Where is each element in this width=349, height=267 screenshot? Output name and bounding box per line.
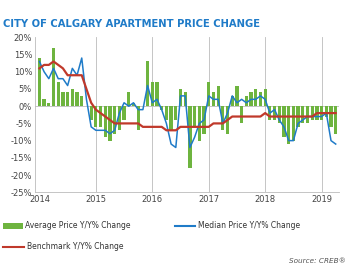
Bar: [160, 106, 163, 110]
Bar: [235, 85, 239, 106]
Bar: [221, 106, 224, 130]
Text: Median Price Y/Y% Change: Median Price Y/Y% Change: [198, 221, 300, 230]
Bar: [278, 106, 281, 123]
Bar: [231, 96, 234, 106]
Text: Benchmark Y/Y% Change: Benchmark Y/Y% Change: [27, 242, 124, 252]
Bar: [47, 103, 51, 106]
Bar: [320, 106, 323, 120]
Bar: [259, 92, 262, 106]
Bar: [146, 61, 149, 106]
Bar: [268, 106, 272, 120]
Bar: [273, 106, 276, 120]
Bar: [287, 106, 290, 144]
Bar: [61, 92, 65, 106]
Bar: [43, 99, 46, 106]
Bar: [90, 106, 93, 120]
Bar: [170, 106, 173, 130]
Bar: [52, 48, 55, 106]
Text: Source: CREB®: Source: CREB®: [289, 258, 346, 264]
Bar: [334, 106, 337, 134]
Bar: [174, 106, 177, 120]
Bar: [226, 106, 229, 134]
Bar: [188, 106, 192, 168]
Bar: [329, 106, 333, 127]
Bar: [127, 92, 131, 106]
Bar: [155, 82, 158, 106]
Text: CITY OF CALGARY APARTMENT PRICE CHANGE: CITY OF CALGARY APARTMENT PRICE CHANGE: [3, 19, 260, 29]
Bar: [179, 89, 182, 106]
Bar: [240, 106, 243, 123]
Bar: [216, 85, 220, 106]
Bar: [301, 106, 304, 123]
Bar: [315, 106, 319, 120]
Bar: [151, 82, 154, 106]
Bar: [184, 92, 187, 106]
Bar: [165, 106, 168, 120]
Bar: [245, 96, 248, 106]
Bar: [71, 89, 74, 106]
Bar: [94, 106, 97, 127]
Bar: [282, 106, 285, 137]
Bar: [296, 106, 300, 127]
Bar: [104, 106, 107, 137]
Bar: [132, 103, 135, 106]
Bar: [99, 106, 102, 127]
Bar: [212, 92, 215, 106]
Bar: [292, 106, 295, 141]
Bar: [254, 89, 257, 106]
Bar: [38, 58, 41, 106]
Bar: [263, 89, 267, 106]
Text: Average Price Y/Y% Change: Average Price Y/Y% Change: [25, 221, 131, 230]
Bar: [136, 106, 140, 130]
Bar: [57, 82, 60, 106]
Bar: [250, 92, 253, 106]
Bar: [311, 106, 314, 120]
Bar: [202, 106, 206, 134]
Bar: [306, 106, 309, 123]
Bar: [198, 106, 201, 141]
Bar: [118, 106, 121, 130]
Bar: [75, 92, 79, 106]
Bar: [66, 92, 69, 106]
Bar: [207, 82, 210, 106]
Bar: [113, 106, 116, 134]
Bar: [108, 106, 112, 141]
Bar: [325, 106, 328, 116]
Bar: [122, 106, 126, 120]
Bar: [80, 96, 83, 106]
Bar: [193, 106, 196, 127]
